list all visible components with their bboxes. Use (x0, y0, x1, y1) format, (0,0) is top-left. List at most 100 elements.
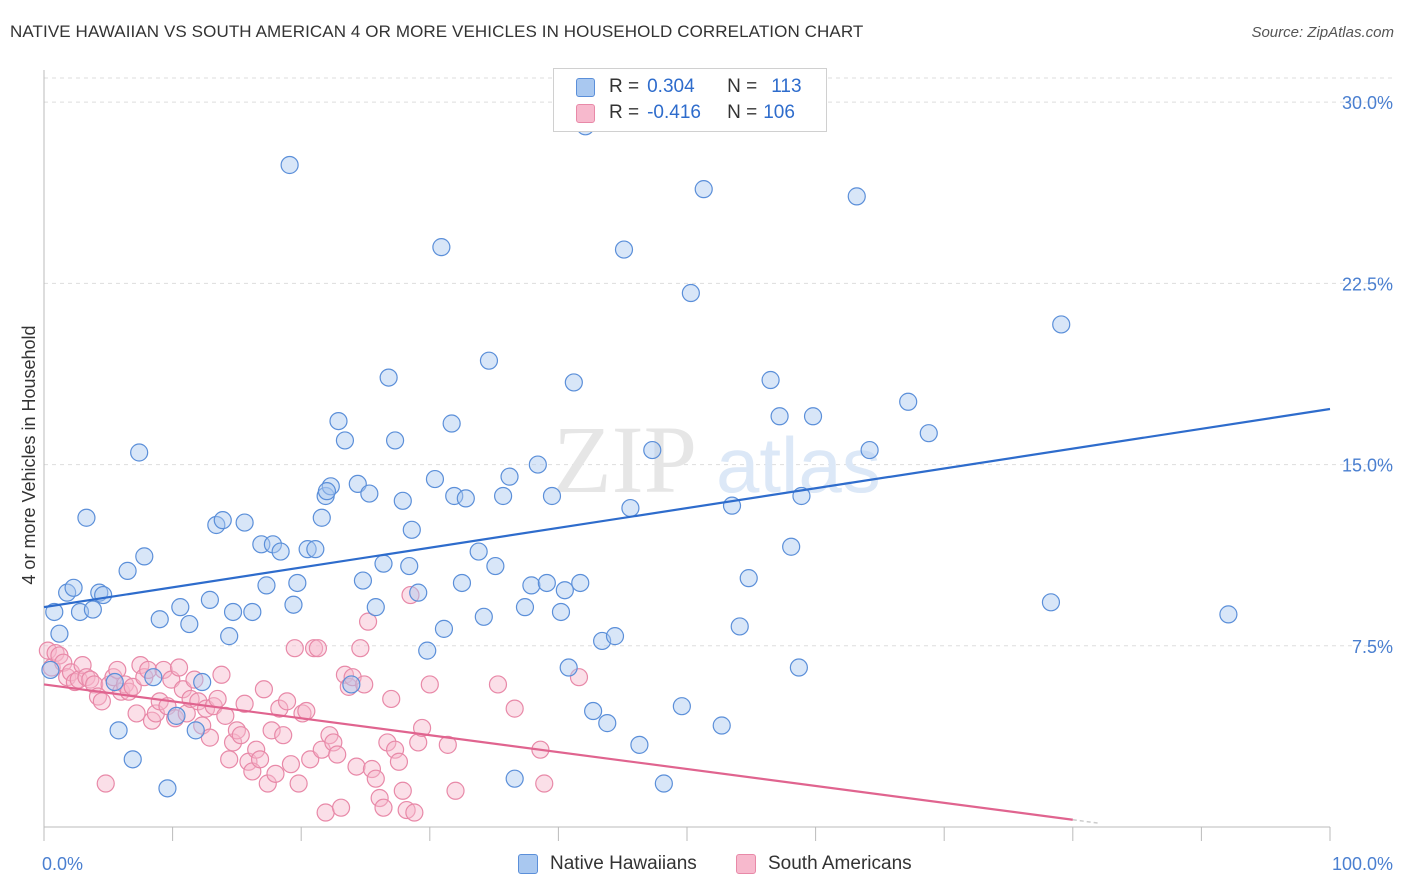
native-hawaiian-point (542, 486, 562, 506)
native-hawaiian-point (681, 283, 700, 303)
south-american-point (304, 639, 324, 658)
native-hawaiian-point (366, 598, 385, 617)
native-hawaiians-trendline (43, 407, 1331, 609)
native-hawaiian-point (770, 407, 789, 426)
bottom-legend-swatch-south (736, 854, 756, 874)
y-tick-label: 30.0% (1342, 93, 1393, 113)
native-hawaiian-point (298, 540, 317, 559)
south-american-point (535, 774, 554, 793)
south-american-point (262, 721, 281, 740)
native-hawaiian-point (654, 774, 673, 793)
south-american-point (285, 639, 304, 658)
south-american-point (328, 745, 347, 764)
native-hawaiian-point (348, 474, 367, 494)
native-hawaiian-point (469, 542, 488, 561)
native-hawaiian-point (559, 658, 578, 677)
south-american-point (366, 769, 385, 788)
native-hawaiian-point (150, 610, 169, 629)
south-american-point (351, 639, 370, 658)
y-tick-labels: 7.5% 15.0% 22.5% 30.0% (1342, 93, 1393, 657)
native-hawaiian-point (537, 573, 556, 593)
south-american-point (281, 755, 301, 774)
legend-r-label: R = (609, 102, 640, 123)
native-hawaiian-point (288, 573, 307, 593)
y-tick-label: 22.5% (1342, 274, 1393, 294)
native-hawaiian-point (1052, 315, 1071, 334)
native-hawaiian-point (605, 627, 625, 646)
native-hawaiian-point (220, 627, 239, 646)
native-hawaiian-point (479, 351, 499, 370)
legend-r-value: 0.304 (647, 76, 695, 97)
south-american-point (223, 733, 243, 752)
native-hawaiian-point (803, 407, 823, 426)
south-american-point (169, 658, 189, 677)
south-american-point (266, 764, 285, 783)
native-hawaiian-point (135, 547, 154, 566)
native-hawaiian-point (551, 602, 571, 622)
bottom-legend-label-south: South Americans (768, 853, 912, 874)
native-hawaiian-point (186, 721, 205, 740)
trend-lines (43, 407, 1331, 824)
native-hawaiian-point (739, 569, 758, 588)
native-hawaiian-point (418, 641, 437, 660)
legend-swatch-south (576, 103, 595, 123)
native-hawaiian-point (83, 600, 102, 619)
south-american-point (347, 757, 366, 776)
native-hawaiian-point (200, 590, 219, 609)
native-hawaiian-point (374, 554, 393, 573)
south-american-point (212, 665, 231, 684)
native-hawaiian-point (180, 614, 199, 634)
stats-legend: R = 0.304 N = 113 R = -0.416 N = 106 (553, 68, 827, 132)
native-hawaiian-point (919, 424, 938, 443)
native-hawaiian-point (434, 619, 454, 638)
y-axis-label: 4 or more Vehicles in Household (19, 325, 39, 584)
south-american-point (308, 639, 328, 658)
south-american-point (250, 750, 270, 769)
south-american-point (277, 692, 297, 711)
native-hawaiian-point (445, 486, 464, 506)
south-american-point (220, 750, 239, 769)
south-american-point (355, 675, 374, 694)
south-american-point (446, 781, 465, 800)
south-american-point (324, 733, 343, 752)
south-american-point (297, 701, 316, 721)
native-hawaiian-point (402, 520, 421, 539)
native-hawaiian-point (621, 498, 640, 518)
native-hawaiian-point (257, 576, 276, 595)
native-hawaiian-point (317, 482, 337, 501)
native-hawaiian-point (598, 714, 617, 733)
native-hawaiian-point (442, 414, 461, 433)
south-american-point (343, 668, 362, 687)
chart-title: NATIVE HAWAIIAN VS SOUTH AMERICAN 4 OR M… (10, 22, 864, 41)
south-american-point (235, 694, 254, 713)
south-american-point (412, 718, 432, 738)
native-hawaiian-point (94, 585, 113, 605)
south-american-point (274, 726, 293, 745)
native-hawaiians-points (41, 117, 1238, 798)
bottom-legend-swatch-native (518, 854, 538, 874)
watermark-atlas: atlas (716, 421, 881, 509)
native-hawaiian-point (335, 431, 355, 450)
watermark-zip: ZIP (553, 406, 697, 513)
south-american-point (316, 803, 335, 822)
native-hawaiian-point (409, 583, 428, 602)
native-hawaiian-point (144, 668, 163, 687)
native-hawaiian-point (280, 155, 299, 175)
native-hawaiian-point (393, 491, 412, 510)
native-hawaiian-point (860, 440, 879, 460)
x-tick-labels: 0.0% 100.0% (42, 854, 1393, 874)
native-hawaiian-point (474, 607, 493, 626)
native-hawaiian-point (789, 658, 808, 677)
south-american-point (92, 692, 111, 711)
native-hawaiian-point (584, 701, 603, 721)
native-hawaiian-point (379, 368, 398, 387)
native-hawaiian-point (456, 489, 475, 508)
south-american-point (154, 660, 173, 680)
grid-lines (44, 77, 1392, 647)
native-hawaiian-point (555, 581, 574, 600)
south-american-point (393, 781, 412, 800)
native-hawaiian-point (730, 617, 749, 636)
native-hawaiian-point (64, 578, 83, 597)
native-hawaiian-point (614, 240, 634, 259)
